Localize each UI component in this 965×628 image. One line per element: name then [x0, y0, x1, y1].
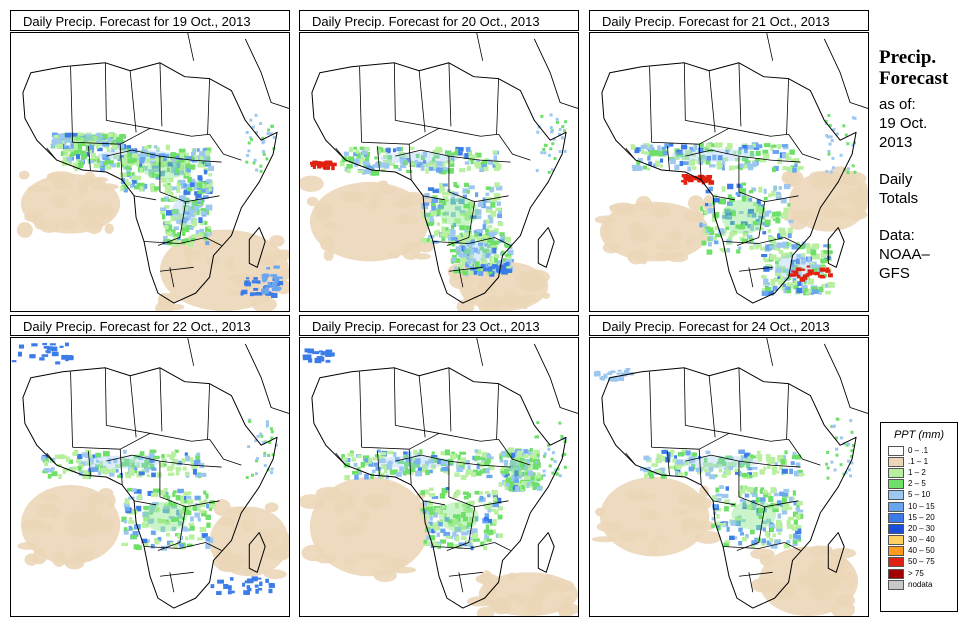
forecast-panel-19-oct: Daily Precip. Forecast for 19 Oct., 2013 — [10, 10, 292, 312]
legend-item: 20 – 30 — [881, 523, 957, 534]
legend-item: 0 – .1 — [881, 445, 957, 456]
legend-item: 5 – 10 — [881, 490, 957, 501]
info-title-line: Forecast — [879, 68, 949, 89]
legend-swatch — [888, 546, 904, 557]
data-source-block: Data: NOAA– GFS — [879, 226, 963, 283]
data-source-line: GFS — [879, 265, 910, 282]
totals-block: Daily Totals — [879, 170, 963, 208]
legend-label: .1 – 1 — [908, 456, 929, 466]
legend-label: 15 – 20 — [908, 512, 935, 522]
legend-item: 10 – 15 — [881, 501, 957, 512]
legend-swatch — [888, 467, 904, 478]
precip-map-graphic — [300, 338, 578, 616]
legend-item: 50 – 75 — [881, 557, 957, 568]
precip-map-graphic — [594, 33, 868, 304]
forecast-panel-22-oct: Daily Precip. Forecast for 22 Oct., 2013 — [10, 315, 292, 617]
legend-swatch — [888, 512, 904, 523]
panel-title: Daily Precip. Forecast for 24 Oct., 2013 — [589, 315, 869, 336]
legend-swatch — [888, 456, 904, 467]
asof-date: 19 Oct. — [879, 115, 928, 132]
precip-map-graphic — [591, 338, 868, 616]
legend-label: 0 – .1 — [908, 445, 929, 455]
data-source-line: NOAA– — [879, 246, 930, 263]
legend-label: 10 – 15 — [908, 501, 935, 511]
asof-label: as of: — [879, 96, 916, 113]
data-source-line: Data: — [879, 227, 915, 244]
legend-item: .1 – 1 — [881, 456, 957, 467]
legend-item: 2 – 5 — [881, 479, 957, 490]
forecast-panel-21-oct: Daily Precip. Forecast for 21 Oct., 2013 — [589, 10, 871, 312]
forecast-panel-20-oct: Daily Precip. Forecast for 20 Oct., 2013 — [299, 10, 581, 312]
legend-item: > 75 — [881, 568, 957, 579]
legend-label: nodata — [908, 579, 933, 589]
legend-swatch — [888, 501, 904, 512]
legend-swatch — [888, 445, 904, 456]
precip-map-graphic — [16, 33, 289, 311]
legend-label: 1 – 2 — [908, 467, 926, 477]
legend-label: 20 – 30 — [908, 523, 935, 533]
asof-block: as of: 19 Oct. 2013 — [879, 95, 963, 152]
panel-title: Daily Precip. Forecast for 23 Oct., 2013 — [299, 315, 579, 336]
panel-title: Daily Precip. Forecast for 22 Oct., 2013 — [10, 315, 290, 336]
precip-map-graphic — [11, 338, 289, 609]
panel-title: Daily Precip. Forecast for 19 Oct., 2013 — [10, 10, 290, 31]
legend-label: 2 – 5 — [908, 479, 926, 489]
precip-map — [10, 337, 290, 617]
legend-title: PPT (mm) — [893, 429, 945, 441]
legend-label: 50 – 75 — [908, 557, 935, 567]
legend-item: 15 – 20 — [881, 512, 957, 523]
legend-label: 40 – 50 — [908, 546, 935, 556]
legend-swatch — [888, 579, 904, 590]
forecast-info: Precip. Forecast as of: 19 Oct. 2013 Dai… — [879, 47, 963, 283]
precip-map — [10, 32, 290, 312]
legend-swatch — [888, 490, 904, 501]
legend-label: > 75 — [908, 568, 924, 578]
precip-map — [589, 32, 869, 312]
legend-item: 1 – 2 — [881, 467, 957, 478]
forecast-panel-23-oct: Daily Precip. Forecast for 23 Oct., 2013 — [299, 315, 581, 617]
panel-title: Daily Precip. Forecast for 21 Oct., 2013 — [589, 10, 869, 31]
precip-map — [299, 32, 579, 312]
asof-year: 2013 — [879, 134, 913, 151]
legend-label: 30 – 40 — [908, 535, 935, 545]
legend-item: nodata — [881, 579, 957, 590]
legend-swatch — [888, 479, 904, 490]
info-title-line: Precip. — [879, 47, 937, 68]
totals-line: Totals — [879, 190, 919, 207]
legend-swatch — [888, 568, 904, 579]
legend-item: 30 – 40 — [881, 535, 957, 546]
legend-swatch — [888, 535, 904, 546]
info-title: Precip. Forecast — [879, 47, 963, 89]
precip-map — [299, 337, 579, 617]
precip-map — [589, 337, 869, 617]
legend-swatch — [888, 557, 904, 568]
forecast-panel-24-oct: Daily Precip. Forecast for 24 Oct., 2013 — [589, 315, 871, 617]
legend-swatch — [888, 523, 904, 534]
totals-line: Daily — [879, 171, 913, 188]
panel-title: Daily Precip. Forecast for 20 Oct., 2013 — [299, 10, 579, 31]
legend-item: 40 – 50 — [881, 546, 957, 557]
precip-map-graphic — [300, 33, 578, 311]
legend-label: 5 – 10 — [908, 490, 931, 500]
